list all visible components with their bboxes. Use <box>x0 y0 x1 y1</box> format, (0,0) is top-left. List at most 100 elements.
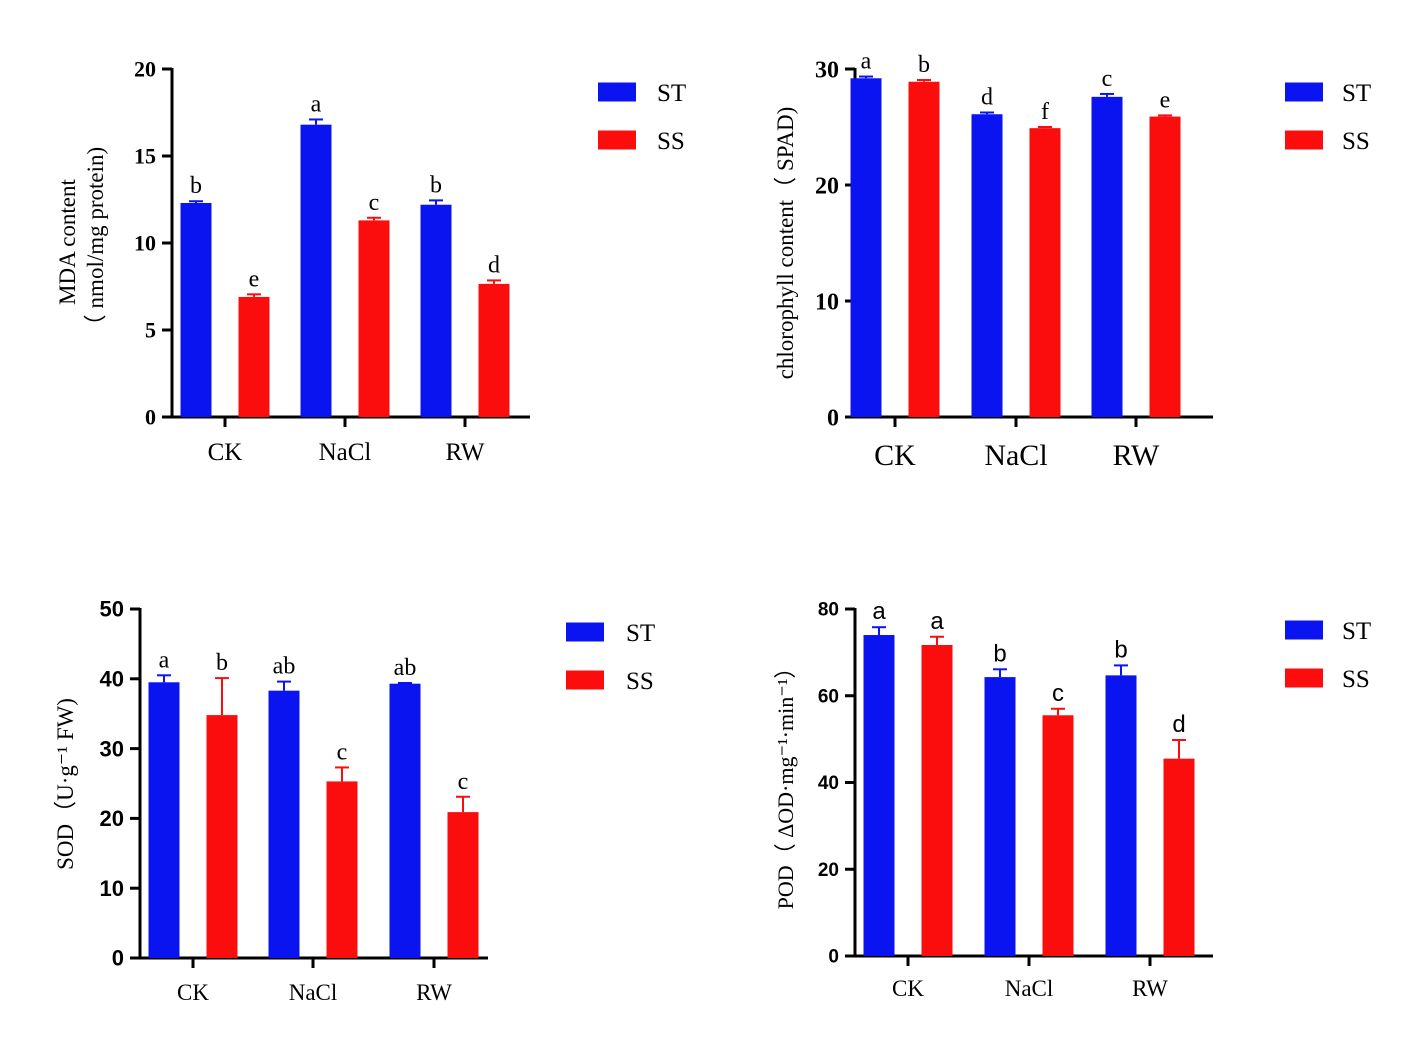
y-tick-label: 40 <box>100 667 124 692</box>
bar-st-nacl <box>300 124 332 418</box>
bar-ss-rw <box>1149 116 1181 417</box>
x-tick-label: RW <box>416 980 452 1005</box>
significance-label: b <box>918 52 930 78</box>
bar-st-ck <box>180 202 212 417</box>
legend-swatch-ss <box>1285 130 1323 150</box>
y-tick-label: 10 <box>100 876 124 901</box>
bar-st-nacl <box>268 690 300 958</box>
significance-label: b <box>216 650 228 676</box>
chart-1: 0 5 10 15 20 CK NaCl RW b a b e c d MDA content （ nmol/… <box>55 57 686 466</box>
y-axis-label: MDA content <box>55 178 80 304</box>
x-tick-label: RW <box>1113 439 1160 472</box>
significance-label: b <box>993 640 1006 667</box>
legend-swatch-ss <box>598 130 636 150</box>
y-tick-label: 0 <box>145 405 156 430</box>
y-tick-label: 0 <box>828 947 839 968</box>
significance-label: d <box>488 252 500 278</box>
bar-ss-ck <box>206 715 238 958</box>
legend-swatch-ss <box>1285 668 1323 688</box>
x-tick-label: RW <box>1132 976 1168 1001</box>
legend-swatch-st <box>1285 620 1323 640</box>
x-tick-label: NaCl <box>319 439 372 466</box>
bar-st-ck <box>148 682 180 958</box>
x-tick-label: NaCl <box>1005 976 1054 1001</box>
significance-label: a <box>861 49 872 75</box>
y-tick-label: 20 <box>134 57 156 82</box>
bar-st-ck <box>850 78 882 417</box>
bar-ss-nacl <box>1042 715 1074 956</box>
bar-st-rw <box>420 204 452 417</box>
bar-st-rw <box>1105 675 1137 956</box>
legend-swatch-st <box>1285 82 1323 102</box>
y-tick-label: 10 <box>815 289 839 315</box>
significance-label: c <box>337 739 348 765</box>
legend: ST SS <box>1285 618 1371 693</box>
significance-label: e <box>249 266 260 292</box>
y-tick-label: 0 <box>112 946 124 971</box>
x-tick-label: NaCl <box>289 980 338 1005</box>
x-tick-label: CK <box>874 439 916 472</box>
bar-ss-nacl <box>1029 128 1061 417</box>
y-axis-label: SOD（U·g⁻¹ FW) <box>53 698 78 870</box>
x-tick-label: CK <box>208 439 243 466</box>
y-tick-label: 60 <box>818 686 839 707</box>
significance-label: b <box>430 172 442 198</box>
legend-label: ST <box>1342 80 1371 107</box>
y-tick-label: 5 <box>145 318 156 343</box>
x-tick-label: NaCl <box>984 439 1047 472</box>
legend: ST SS <box>598 80 686 155</box>
significance-label: b <box>190 173 202 199</box>
y-tick-label: 20 <box>815 173 839 199</box>
bar-st-rw <box>389 683 421 958</box>
significance-label: a <box>159 647 170 673</box>
significance-label: a <box>311 91 322 117</box>
bar-ss-ck <box>921 645 953 956</box>
significance-label: c <box>1102 66 1113 92</box>
chart-4: 0 20 40 60 80 CK NaCl RW a b b a c d POD（ ΔOD·mg⁻¹·min… <box>773 598 1371 1001</box>
y-axis-label: chlorophyll content（ SPAD) <box>773 107 798 380</box>
significance-label: b <box>1114 636 1127 663</box>
y-tick-label: 30 <box>100 736 124 761</box>
y-tick-label: 80 <box>818 600 839 621</box>
y-axis-label: POD（ ΔOD·mg⁻¹·min⁻¹） <box>773 657 798 910</box>
y-tick-label: 15 <box>134 144 156 169</box>
significance-label: ab <box>273 654 296 680</box>
significance-label: c <box>369 190 380 216</box>
x-tick-label: RW <box>446 439 485 466</box>
x-tick-label: CK <box>892 976 924 1001</box>
legend-label: SS <box>1342 666 1370 693</box>
significance-label: e <box>1160 87 1171 113</box>
significance-label: c <box>1052 680 1064 707</box>
y-tick-label: 40 <box>818 773 839 794</box>
y-tick-label: 20 <box>818 860 839 881</box>
chart-3: 0 10 20 30 40 50 CK NaCl RW a ab ab b c c SOD（U·g⁻¹ FW)… <box>53 597 655 1005</box>
bar-ss-nacl <box>358 220 390 417</box>
bar-st-nacl <box>984 677 1016 956</box>
y-tick-label: 20 <box>100 806 124 831</box>
y-axis-label: （ nmol/mg protein) <box>83 147 108 337</box>
bar-st-nacl <box>971 114 1003 418</box>
legend-label: SS <box>1342 128 1370 155</box>
significance-label: d <box>1172 711 1185 738</box>
bar-ss-rw <box>478 283 510 417</box>
bar-st-ck <box>863 635 895 956</box>
legend-swatch-ss <box>566 670 604 690</box>
bar-ss-rw <box>447 812 479 958</box>
bar-ss-ck <box>238 296 270 417</box>
legend: ST SS <box>566 620 655 695</box>
significance-label: c <box>458 769 469 795</box>
bar-st-rw <box>1091 96 1123 417</box>
x-tick-label: CK <box>177 980 209 1005</box>
legend-label: SS <box>657 128 685 155</box>
y-tick-label: 10 <box>134 231 156 256</box>
significance-label: f <box>1041 99 1049 125</box>
bar-ss-rw <box>1163 758 1195 956</box>
legend-label: ST <box>626 620 655 647</box>
bar-ss-nacl <box>326 781 358 958</box>
legend-swatch-st <box>566 622 604 642</box>
significance-label: ab <box>394 655 417 681</box>
significance-label: a <box>930 608 944 635</box>
legend-label: ST <box>1342 618 1371 645</box>
significance-label: a <box>872 598 886 625</box>
y-tick-label: 50 <box>100 597 124 622</box>
